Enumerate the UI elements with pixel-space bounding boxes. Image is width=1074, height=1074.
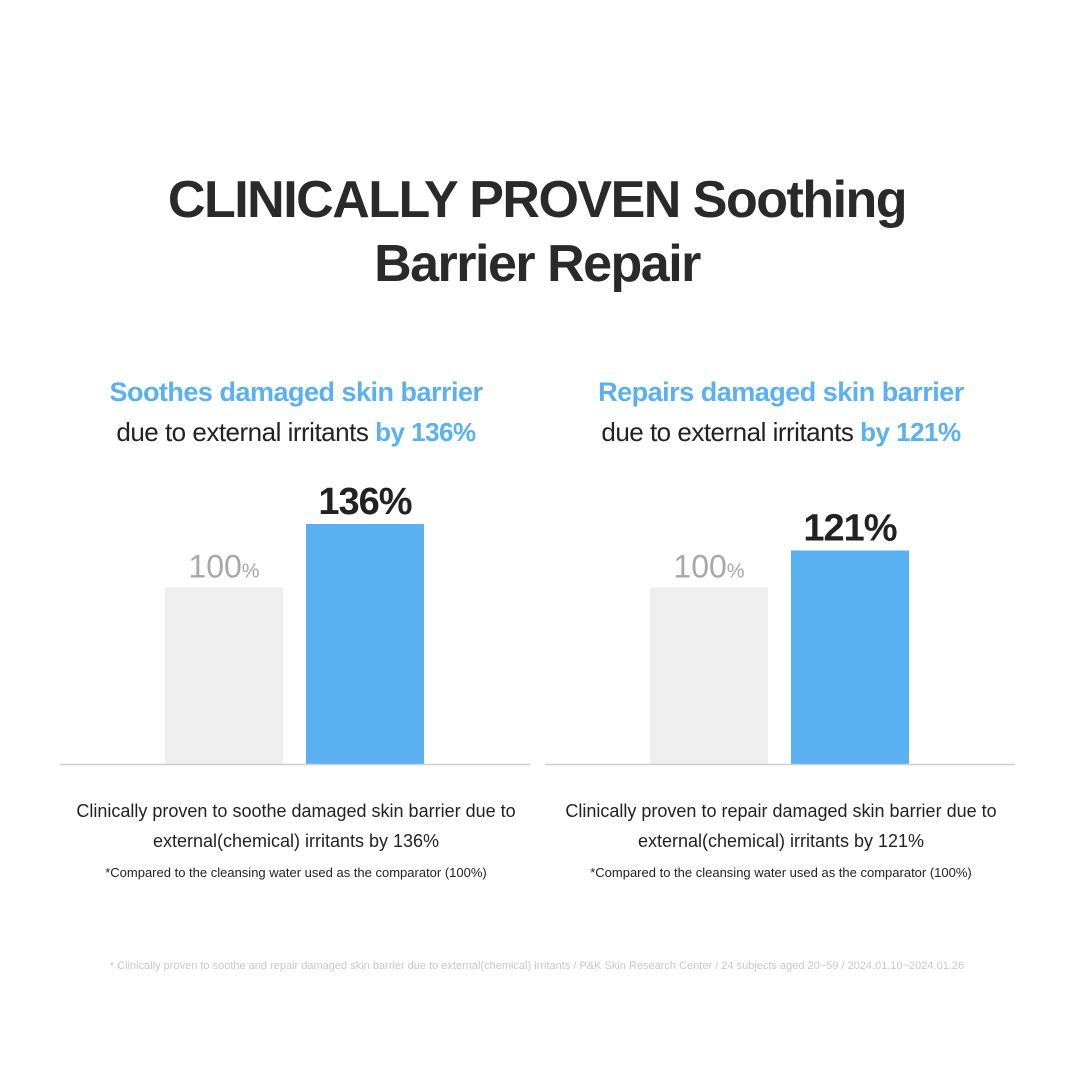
- panel-caption: Clinically proven to soothe damaged skin…: [56, 796, 536, 886]
- product-bar: [306, 524, 424, 764]
- headline-accent: by 121%: [860, 417, 961, 447]
- soothing-bar-chart: 100% 136%: [56, 472, 536, 772]
- headline-line-1: Repairs damaged skin barrier: [598, 377, 964, 407]
- value-unit: %: [379, 481, 412, 523]
- headline-line-2: due to external irritants by 136%: [56, 412, 536, 452]
- source-footnote: * Clinically proven to soothe and repair…: [109, 960, 965, 972]
- value-unit: %: [864, 507, 897, 549]
- bar-chart-svg: 100%121%: [545, 507, 1015, 766]
- product-bar: [791, 550, 909, 764]
- page-title: CLINICALLY PROVEN Soothing Barrier Repai…: [0, 168, 1074, 296]
- title-line-1: CLINICALLY PROVEN Soothing: [167, 171, 908, 229]
- comparator-value-label: 100%: [188, 549, 259, 585]
- caption-line-1: Clinically proven to soothe damaged skin…: [76, 801, 516, 821]
- headline-line-1: Soothes damaged skin barrier: [109, 377, 483, 407]
- product-value-label: 136%: [318, 481, 411, 523]
- repair-bar-chart: 100% 121%: [541, 472, 1021, 772]
- soothing-panel: Soothes damaged skin barrier due to exte…: [56, 372, 536, 892]
- value-number: 121: [803, 507, 864, 549]
- comparator-bar: [650, 587, 768, 764]
- caption-line-2: external(chemical) irritants by 121%: [637, 831, 925, 851]
- caption-line-1: Clinically proven to repair damaged skin…: [565, 801, 997, 821]
- value-unit: %: [242, 561, 260, 583]
- panel-headline: Repairs damaged skin barrier due to exte…: [541, 372, 1021, 452]
- bar-chart-svg: 100%136%: [60, 481, 530, 766]
- caption-note: *Compared to the cleansing water used as…: [105, 865, 487, 880]
- product-value-label: 121%: [803, 507, 896, 549]
- panel-headline: Soothes damaged skin barrier due to exte…: [56, 372, 536, 452]
- headline-accent: by 136%: [375, 417, 476, 447]
- value-number: 100: [673, 549, 726, 585]
- title-line-2: Barrier Repair: [374, 235, 701, 293]
- repair-panel: Repairs damaged skin barrier due to exte…: [541, 372, 1021, 892]
- headline-prefix: due to external irritants: [601, 417, 861, 447]
- headline-prefix: due to external irritants: [116, 417, 376, 447]
- comparator-value-label: 100%: [673, 549, 744, 585]
- panel-caption: Clinically proven to repair damaged skin…: [541, 796, 1021, 886]
- headline-line-2: due to external irritants by 121%: [541, 412, 1021, 452]
- caption-line-2: external(chemical) irritants by 136%: [152, 831, 440, 851]
- value-number: 136: [318, 481, 378, 523]
- value-unit: %: [727, 561, 745, 583]
- value-number: 100: [188, 549, 241, 585]
- comparator-bar: [165, 587, 283, 764]
- caption-note: *Compared to the cleansing water used as…: [590, 865, 972, 880]
